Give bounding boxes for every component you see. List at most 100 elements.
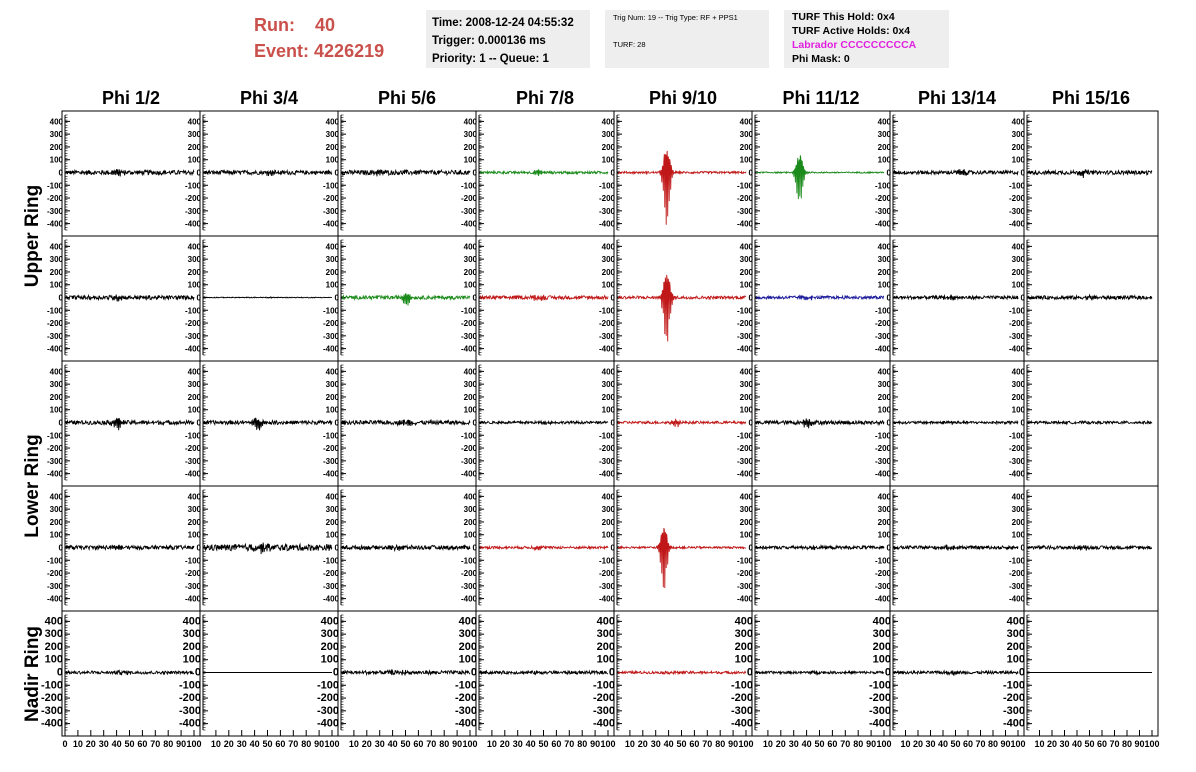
y-tick-label: 100 (50, 406, 64, 415)
y-tick-label: 400 (878, 117, 892, 126)
x-tick-label: 50 (124, 739, 134, 749)
x-tick-label: 100 (186, 739, 201, 749)
x-tick-label: 50 (814, 739, 824, 749)
y-tick-label: -100 (455, 679, 477, 691)
x-tick-label: 40 (388, 739, 398, 749)
x-tick-label: 20 (1047, 739, 1057, 749)
y-tick-label: -400 (185, 220, 202, 229)
y-tick-label: 200 (50, 143, 64, 152)
y-tick-label: -400 (737, 345, 754, 354)
y-tick-label: 400 (326, 117, 340, 126)
y-tick-label: -200 (461, 444, 478, 453)
row-label-2: Lower Ring (22, 434, 43, 537)
turf-active-text: TURF Active Holds: 0x4 (792, 25, 911, 37)
panel-frame (337, 360, 477, 487)
column-header-1: Phi 1/2 (102, 88, 160, 108)
y-tick-label: -100 (323, 181, 340, 190)
y-tick-label: 100 (188, 406, 202, 415)
y-tick-label: 0 (197, 169, 202, 178)
y-tick-label: 300 (1012, 505, 1026, 514)
x-tick-label: 10 (349, 739, 359, 749)
y-tick-label: 100 (45, 654, 63, 666)
run-label: Run: (254, 15, 295, 35)
waveform-r4-c7 (893, 543, 1019, 551)
y-tick-label: -100 (1009, 431, 1026, 440)
y-tick-label: 0 (1021, 294, 1026, 303)
x-tick-label: 90 (1000, 739, 1010, 749)
y-tick-label: -300 (875, 207, 892, 216)
y-tick-label: 100 (740, 281, 754, 290)
x-tick-label: 20 (500, 739, 510, 749)
y-tick-label: 0 (59, 169, 64, 178)
y-tick-label: -100 (1009, 306, 1026, 315)
y-tick-label: -400 (323, 220, 340, 229)
x-tick-label: 100 (600, 739, 615, 749)
y-tick-label: 400 (735, 615, 753, 627)
column-header-7: Phi 13/14 (918, 88, 996, 108)
waveform-r1-c8 (1027, 168, 1153, 179)
x-tick-label: 50 (538, 739, 548, 749)
y-tick-label: 400 (878, 242, 892, 251)
event-value: 4226219 (314, 41, 385, 61)
x-tick-label: 20 (86, 739, 96, 749)
y-tick-label: -100 (869, 679, 891, 691)
time-info-box: Time: 2008-12-24 04:55:32 Trigger: 0.000… (426, 10, 590, 68)
y-tick-label: 100 (602, 156, 616, 165)
y-tick-label: 100 (326, 156, 340, 165)
y-tick-label: 100 (602, 406, 616, 415)
y-tick-label: 200 (597, 641, 615, 653)
event-label: Event: (254, 41, 310, 61)
y-tick-label: -200 (185, 444, 202, 453)
x-tick-label: 70 (426, 739, 436, 749)
y-tick-label: 0 (195, 667, 201, 679)
x-tick-label: 100 (1010, 739, 1025, 749)
waveform-r3-c5 (617, 418, 747, 428)
y-tick-label: -400 (875, 345, 892, 354)
y-tick-label: 100 (740, 406, 754, 415)
y-tick-label: -100 (599, 431, 616, 440)
y-tick-label: 100 (321, 654, 339, 666)
y-tick-label: 300 (878, 505, 892, 514)
y-tick-label: -100 (875, 306, 892, 315)
y-tick-label: -400 (323, 595, 340, 604)
x-tick-label: 60 (137, 739, 147, 749)
y-tick-label: -200 (1009, 444, 1026, 453)
x-tick-label: 20 (776, 739, 786, 749)
waveform-r3-c2 (203, 417, 333, 431)
y-tick-label: 400 (321, 615, 339, 627)
y-tick-label: 200 (878, 143, 892, 152)
y-tick-label: 400 (188, 492, 202, 501)
y-tick-label: 0 (749, 544, 754, 553)
x-tick-label: 50 (262, 739, 272, 749)
y-tick-label: -400 (461, 470, 478, 479)
y-tick-label: 200 (188, 393, 202, 402)
panel-frame (613, 360, 753, 487)
waveform-r2-c1 (65, 293, 195, 302)
y-tick-label: 0 (59, 294, 64, 303)
y-tick-label: 400 (878, 367, 892, 376)
y-tick-label: 300 (878, 255, 892, 264)
y-tick-label: -100 (47, 431, 64, 440)
y-tick-label: -100 (737, 556, 754, 565)
y-tick-label: -300 (737, 207, 754, 216)
waveform-r1-c3 (341, 168, 471, 177)
y-tick-label: 100 (735, 654, 753, 666)
y-tick-label: 0 (887, 169, 892, 178)
y-tick-label: 200 (464, 518, 478, 527)
y-tick-label: -100 (323, 306, 340, 315)
y-tick-label: 100 (326, 281, 340, 290)
x-tick-label: 80 (163, 739, 173, 749)
turf-text: TURF: 28 (613, 40, 646, 49)
y-tick-label: 200 (464, 143, 478, 152)
y-tick-label: 200 (188, 518, 202, 527)
y-tick-label: 0 (333, 667, 339, 679)
y-tick-label: 100 (1012, 281, 1026, 290)
y-tick-label: 400 (740, 367, 754, 376)
x-tick-label: 10 (763, 739, 773, 749)
y-tick-label: 200 (740, 268, 754, 277)
x-tick-label: 60 (551, 739, 561, 749)
x-tick-label: 60 (827, 739, 837, 749)
y-tick-label: 100 (740, 531, 754, 540)
y-tick-label: 300 (602, 380, 616, 389)
x-tick-label: 40 (250, 739, 260, 749)
